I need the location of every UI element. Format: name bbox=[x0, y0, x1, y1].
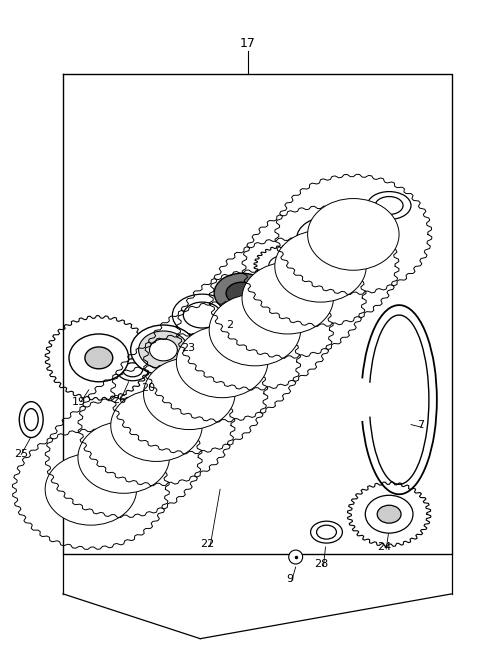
Ellipse shape bbox=[375, 196, 403, 214]
Text: 20: 20 bbox=[142, 383, 156, 393]
Ellipse shape bbox=[311, 521, 342, 543]
Ellipse shape bbox=[69, 334, 129, 382]
Ellipse shape bbox=[377, 505, 401, 523]
Ellipse shape bbox=[308, 198, 399, 271]
Text: 21: 21 bbox=[265, 299, 279, 309]
Text: 17: 17 bbox=[240, 37, 256, 50]
Ellipse shape bbox=[365, 495, 413, 533]
Text: 23: 23 bbox=[181, 343, 195, 353]
Text: 24: 24 bbox=[377, 542, 391, 552]
Ellipse shape bbox=[24, 409, 38, 430]
Ellipse shape bbox=[308, 225, 351, 252]
Text: 22: 22 bbox=[200, 539, 214, 549]
Text: 28: 28 bbox=[314, 559, 329, 569]
Ellipse shape bbox=[367, 191, 411, 219]
Ellipse shape bbox=[144, 358, 235, 430]
Ellipse shape bbox=[209, 294, 300, 366]
Text: 26: 26 bbox=[112, 395, 126, 405]
Text: 18: 18 bbox=[308, 271, 322, 280]
Text: 25: 25 bbox=[14, 449, 28, 459]
Ellipse shape bbox=[45, 453, 137, 525]
Text: 29: 29 bbox=[374, 227, 388, 237]
Ellipse shape bbox=[183, 302, 221, 328]
Ellipse shape bbox=[85, 347, 113, 369]
Ellipse shape bbox=[269, 255, 300, 275]
Ellipse shape bbox=[139, 331, 188, 369]
Text: 9: 9 bbox=[286, 574, 293, 584]
Ellipse shape bbox=[111, 390, 202, 461]
Text: 19: 19 bbox=[72, 397, 86, 407]
Ellipse shape bbox=[226, 282, 258, 304]
Ellipse shape bbox=[288, 550, 302, 564]
Ellipse shape bbox=[150, 339, 178, 361]
Ellipse shape bbox=[242, 262, 334, 334]
Ellipse shape bbox=[297, 216, 362, 260]
Ellipse shape bbox=[172, 294, 232, 336]
Ellipse shape bbox=[131, 325, 196, 375]
Ellipse shape bbox=[214, 273, 270, 313]
Ellipse shape bbox=[275, 231, 366, 302]
Ellipse shape bbox=[176, 326, 268, 398]
Ellipse shape bbox=[316, 525, 336, 539]
Ellipse shape bbox=[78, 422, 169, 493]
Ellipse shape bbox=[19, 402, 43, 438]
Text: 7: 7 bbox=[418, 420, 424, 430]
Ellipse shape bbox=[123, 363, 143, 377]
Text: 2: 2 bbox=[227, 320, 234, 330]
Ellipse shape bbox=[117, 359, 148, 381]
